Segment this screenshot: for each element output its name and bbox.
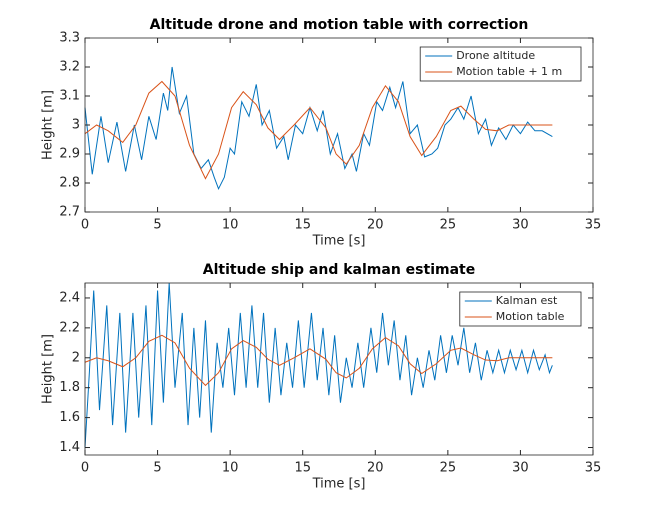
legend-box (459, 291, 582, 327)
x-tick-label: 20 (367, 218, 384, 233)
y-tick-label: 1.6 (59, 410, 80, 425)
y-tick-label: 3.3 (59, 31, 80, 46)
y-tick-label: 2.4 (59, 290, 80, 305)
x-tick-label: 25 (440, 218, 457, 233)
series-line (84, 334, 553, 387)
x-tick-label: 15 (294, 461, 311, 476)
x-tick-label: 30 (512, 461, 529, 476)
x-tick-label: 10 (222, 218, 239, 233)
y-tick-label: 2.7 (59, 205, 80, 220)
x-tick-label: 15 (294, 218, 311, 233)
x-axis-label: Time [s] (312, 234, 366, 249)
x-tick-label: 20 (367, 461, 384, 476)
y-tick-label: 3.2 (59, 60, 80, 75)
y-axis-label: Height [m] (41, 334, 56, 404)
x-tick-label: 0 (81, 218, 89, 233)
y-tick-label: 2.2 (59, 320, 80, 335)
legend-label: Motion table (496, 310, 565, 323)
chart-title: Altitude ship and kalman estimate (203, 262, 475, 278)
y-tick-label: 2.8 (59, 176, 80, 191)
x-tick-label: 30 (512, 218, 529, 233)
y-tick-label: 1.8 (59, 380, 80, 395)
x-tick-label: 10 (222, 461, 239, 476)
x-axis-label: Time [s] (312, 477, 366, 492)
y-tick-label: 1.4 (59, 440, 80, 455)
legend-label: Kalman est (496, 294, 558, 307)
y-tick-label: 3.1 (59, 89, 80, 104)
series-line (84, 282, 553, 448)
x-tick-label: 0 (81, 461, 89, 476)
x-tick-label: 5 (153, 218, 161, 233)
y-tick-label: 3 (72, 118, 80, 133)
x-tick-label: 5 (153, 461, 161, 476)
legend-label: Drone altitude (456, 49, 535, 62)
x-tick-label: 35 (585, 218, 602, 233)
legend-box (419, 46, 582, 82)
y-axis-label: Height [m] (41, 90, 56, 160)
y-tick-label: 2 (72, 350, 80, 365)
legend-label: Motion table + 1 m (456, 65, 562, 78)
x-tick-label: 35 (585, 461, 602, 476)
series-line (84, 66, 553, 191)
x-tick-label: 25 (440, 461, 457, 476)
y-tick-label: 2.9 (59, 147, 80, 162)
axes-box (84, 282, 594, 456)
series-line (84, 80, 553, 180)
chart-title: Altitude drone and motion table with cor… (150, 17, 529, 33)
